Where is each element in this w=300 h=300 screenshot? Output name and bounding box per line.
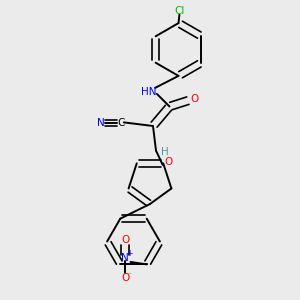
Text: Cl: Cl (174, 6, 184, 16)
Text: N: N (97, 118, 104, 128)
Text: O: O (121, 273, 129, 283)
Text: O: O (121, 235, 129, 245)
Text: HN: HN (141, 86, 156, 97)
Text: O: O (164, 157, 172, 167)
Text: ⁻: ⁻ (128, 270, 132, 279)
Text: N: N (121, 253, 129, 263)
Text: O: O (190, 94, 199, 104)
Text: +: + (126, 249, 133, 258)
Text: H: H (160, 147, 168, 158)
Text: C: C (118, 118, 125, 128)
